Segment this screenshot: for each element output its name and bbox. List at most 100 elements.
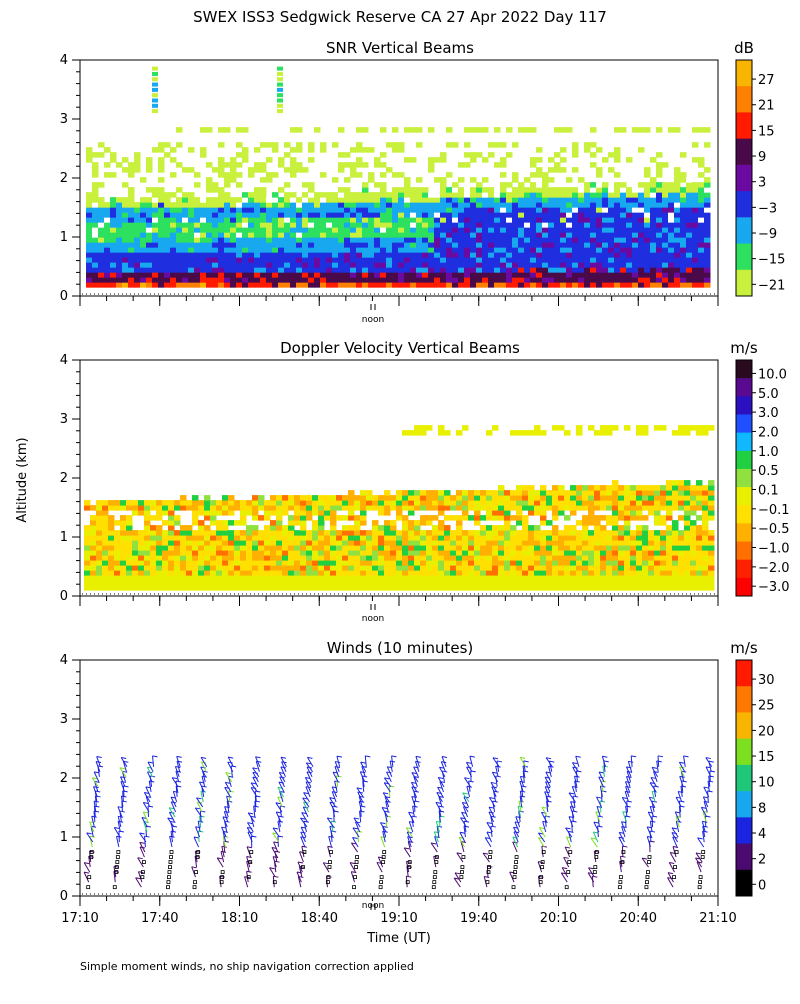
colorbar-label-winds: 8 [758, 801, 766, 816]
winds-unit: m/s [730, 639, 758, 657]
colorbar-label-doppler: 0.5 [758, 464, 779, 479]
colorbar-swatch-doppler [736, 451, 752, 470]
x-tick-label: 18:10 [221, 911, 258, 926]
footnote: Simple moment winds, no ship navigation … [80, 960, 414, 973]
winds-panel-title: Winds (10 minutes) [327, 639, 474, 657]
colorbar-swatch-snr [736, 60, 752, 87]
colorbar-label-winds: 30 [758, 673, 775, 688]
colorbar-label-snr: −15 [758, 253, 785, 268]
colorbar-swatch-snr [736, 191, 752, 218]
colorbar-label-doppler: 3.0 [758, 406, 779, 421]
colorbar-label-snr: 3 [758, 176, 766, 191]
y-tick-label-snr: 0 [60, 289, 68, 304]
colorbar-swatch-winds [736, 844, 752, 871]
colorbar-swatch-doppler [736, 378, 752, 397]
colorbar-swatch-winds [736, 870, 752, 897]
colorbar-label-doppler: 1.0 [758, 445, 779, 460]
colorbar-label-doppler: 10.0 [758, 367, 787, 382]
y-tick-label-winds: 1 [60, 830, 68, 845]
snr-heatmap [86, 67, 711, 288]
colorbar-swatch-doppler [736, 433, 752, 452]
colorbar-swatch-snr [736, 139, 752, 166]
colorbar-swatch-winds [736, 791, 752, 818]
colorbar-swatch-snr [736, 217, 752, 244]
colorbar-swatch-winds [736, 817, 752, 844]
colorbar-label-doppler: 2.0 [758, 425, 779, 440]
colorbar-swatch-winds [736, 660, 752, 687]
doppler-panel-title: Doppler Velocity Vertical Beams [280, 339, 520, 357]
colorbar-swatch-winds [736, 765, 752, 792]
colorbar-label-snr: 15 [758, 124, 775, 139]
x-tick-label: 20:10 [540, 911, 577, 926]
colorbar-swatch-doppler [736, 360, 752, 379]
colorbar-label-snr: 27 [758, 73, 775, 88]
colorbar-label-doppler: 5.0 [758, 387, 779, 402]
x-tick-label: 20:40 [620, 911, 657, 926]
colorbar-label-snr: 9 [758, 150, 766, 165]
noon-label-snr: noon [362, 315, 384, 325]
colorbar-label-doppler: −0.5 [758, 522, 790, 537]
colorbar-label-snr: 21 [758, 99, 775, 114]
colorbar-swatch-snr [736, 244, 752, 271]
colorbar-swatch-doppler [736, 396, 752, 415]
x-tick-label: 17:10 [61, 911, 98, 926]
colorbar-label-doppler: −0.1 [758, 503, 790, 518]
y-tick-label-snr: 3 [60, 112, 68, 127]
colorbar-swatch-doppler [736, 469, 752, 488]
colorbar-label-winds: 20 [758, 724, 775, 739]
y-tick-label-doppler: 3 [60, 412, 68, 427]
colorbar-label-winds: 15 [758, 750, 775, 765]
y-tick-label-winds: 4 [60, 653, 68, 668]
snr-unit: dB [734, 39, 754, 57]
y-tick-label-snr: 2 [60, 171, 68, 186]
colorbar-swatch-winds [736, 739, 752, 766]
colorbar-swatch-doppler [736, 578, 752, 597]
colorbar-label-snr: −3 [758, 201, 777, 216]
x-tick-label: 21:10 [699, 911, 736, 926]
x-tick-label: 17:40 [141, 911, 178, 926]
wind-barbs [84, 756, 715, 889]
colorbar-swatch-winds [736, 712, 752, 739]
colorbar-label-winds: 0 [758, 878, 766, 893]
x-tick-label: 19:40 [460, 911, 497, 926]
colorbar-label-snr: −21 [758, 278, 785, 293]
colorbar-label-doppler: −1.0 [758, 542, 790, 557]
main-title: SWEX ISS3 Sedgwick Reserve CA 27 Apr 202… [193, 8, 607, 26]
y-tick-label-doppler: 1 [60, 530, 68, 545]
colorbar-label-doppler: −3.0 [758, 580, 790, 595]
y-tick-label-doppler: 2 [60, 471, 68, 486]
noon-label-doppler: noon [362, 614, 384, 624]
y-tick-label-winds: 2 [60, 771, 68, 786]
x-axis-label: Time (UT) [366, 931, 431, 946]
y-tick-label-doppler: 4 [60, 353, 68, 368]
colorbar-swatch-doppler [736, 414, 752, 433]
colorbar-label-doppler: −2.0 [758, 561, 790, 576]
y-tick-label-winds: 0 [60, 889, 68, 904]
colorbars: 27 21 15 9 3 −3 −9 −15 −21 10.0 5.0 3.0 2.0 1.0 0.5 0.1… [736, 60, 790, 897]
x-tick-label: 18:40 [301, 911, 338, 926]
colorbar-label-winds: 2 [758, 853, 766, 868]
colorbar-swatch-doppler [736, 487, 752, 506]
colorbar-label-doppler: 0.1 [758, 483, 779, 498]
colorbar-swatch-doppler [736, 505, 752, 524]
colorbar-swatch-doppler [736, 560, 752, 579]
colorbar-label-winds: 10 [758, 776, 775, 791]
colorbar-label-winds: 4 [758, 827, 766, 842]
y-tick-label-winds: 3 [60, 712, 68, 727]
y-axis-label: Altitude (km) [15, 437, 30, 522]
colorbar-label-winds: 25 [758, 699, 775, 714]
y-tick-label-snr: 1 [60, 230, 68, 245]
colorbar-swatch-doppler [736, 523, 752, 542]
colorbar-swatch-snr [736, 165, 752, 192]
x-tick-label: 19:10 [380, 911, 417, 926]
colorbar-swatch-snr [736, 86, 752, 113]
colorbar-label-snr: −9 [758, 227, 777, 242]
colorbar-swatch-doppler [736, 542, 752, 561]
y-tick-label-doppler: 0 [60, 589, 68, 604]
colorbar-swatch-snr [736, 270, 752, 297]
y-tick-label-snr: 4 [60, 53, 68, 68]
doppler-unit: m/s [730, 339, 758, 357]
colorbar-swatch-winds [736, 686, 752, 713]
doppler-heatmap [84, 425, 715, 590]
